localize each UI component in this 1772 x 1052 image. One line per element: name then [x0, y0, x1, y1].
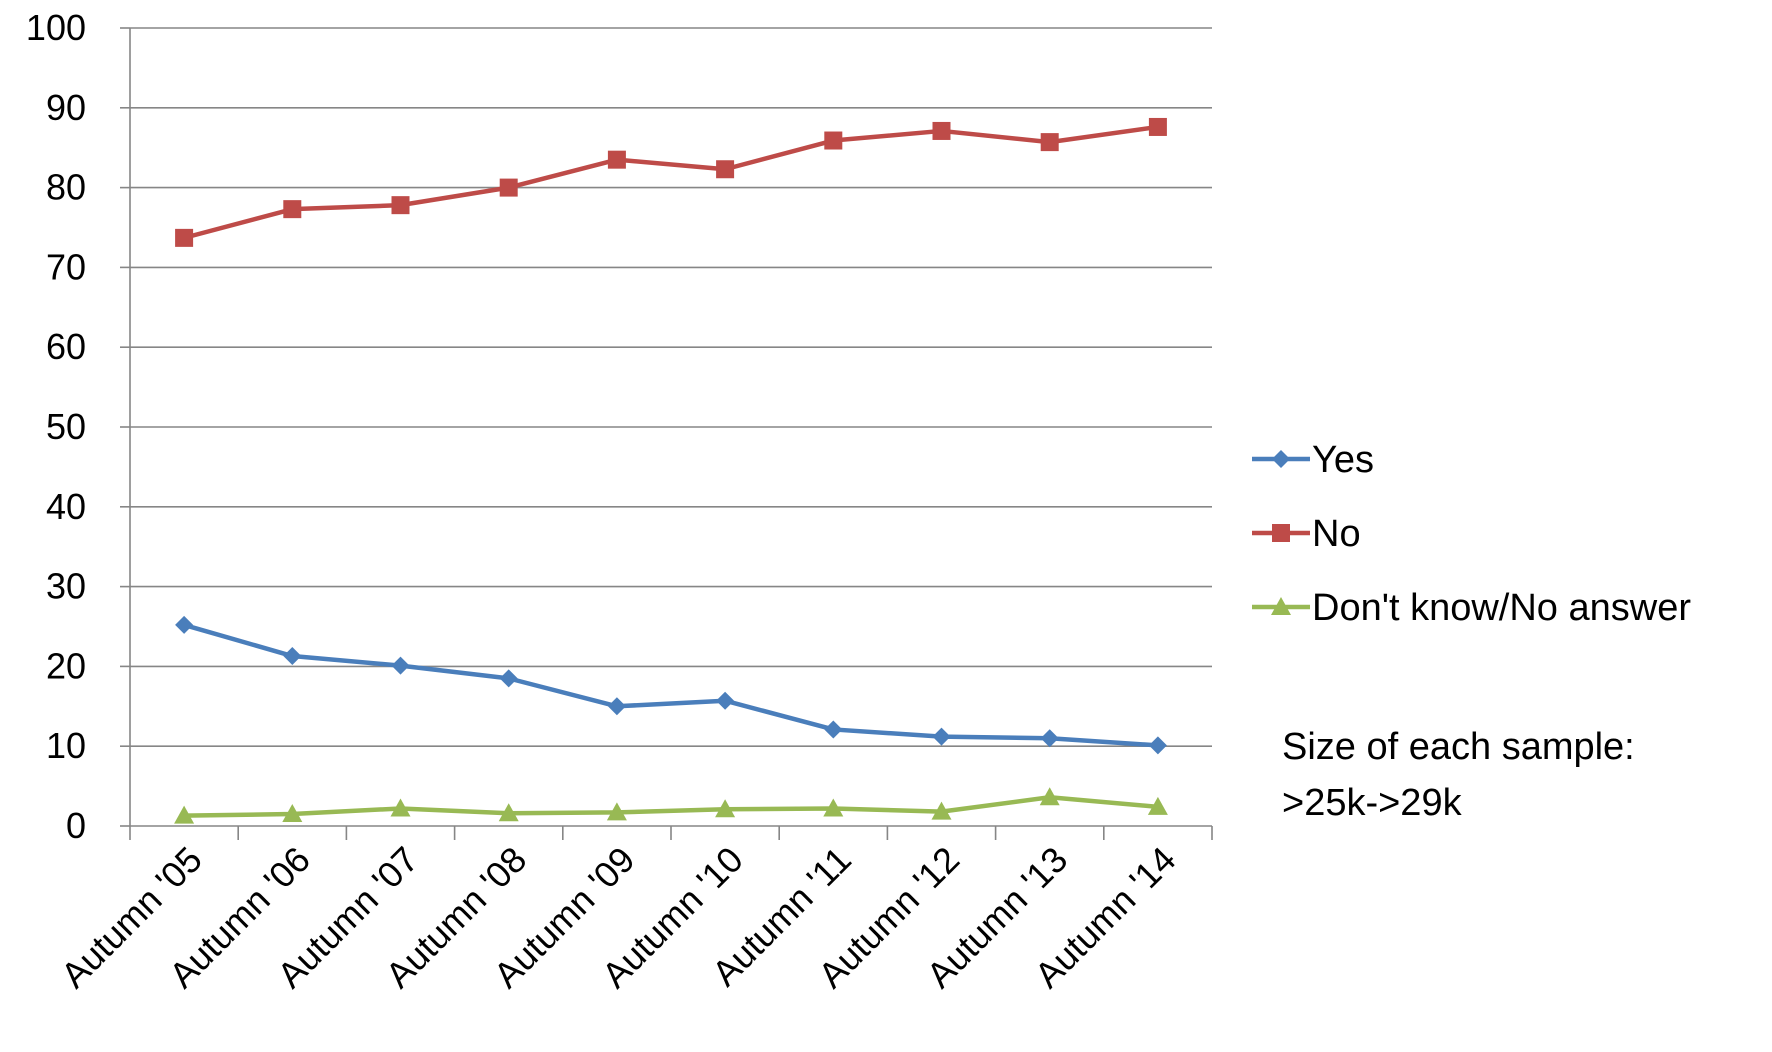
- series-line-don-t-know-no-answer: [181, 795, 1161, 818]
- sample-size-note-line2: >25k->29k: [1282, 782, 1463, 824]
- legend-swatch-marker: [1272, 450, 1290, 468]
- data-point-no-1: [283, 200, 302, 219]
- data-point-don-t-know-no-answer-6: [823, 798, 844, 817]
- series-yes: [175, 615, 1167, 755]
- legend: Yes No Don't know/No answer: [1252, 439, 1691, 629]
- data-point-yes-5: [716, 691, 735, 710]
- data-point-don-t-know-no-answer-4: [606, 802, 627, 821]
- data-point-don-t-know-no-answer-7: [931, 801, 952, 820]
- data-point-don-t-know-no-answer-3: [498, 803, 519, 822]
- data-point-yes-6: [824, 720, 843, 739]
- y-tick-label-80: 80: [46, 167, 86, 208]
- data-point-no-9: [1148, 117, 1167, 136]
- sample-size-note: Size of each sample: >25k->29k: [1282, 726, 1635, 824]
- y-axis-tick-labels: 0 10 20 30 40 50 60 70 80 90 100: [26, 7, 86, 846]
- data-point-don-t-know-no-answer-0: [174, 805, 195, 824]
- y-tick-label-100: 100: [26, 7, 86, 48]
- series-no: [175, 117, 1167, 247]
- data-point-yes-1: [283, 647, 302, 666]
- data-point-no-5: [716, 160, 735, 179]
- data-point-don-t-know-no-answer-8: [1039, 787, 1060, 806]
- series-don-t-know-no-answer: [174, 787, 1168, 824]
- gridlines: [130, 27, 1212, 748]
- y-tick-label-30: 30: [46, 566, 86, 607]
- y-tick-label-0: 0: [66, 805, 86, 846]
- legend-label-yes: Yes: [1312, 439, 1374, 481]
- y-tick-label-90: 90: [46, 87, 86, 128]
- legend-swatch-marker: [1272, 524, 1290, 542]
- sample-size-note-line1: Size of each sample:: [1282, 726, 1635, 768]
- y-tick-label-40: 40: [46, 486, 86, 527]
- y-tick-label-10: 10: [46, 725, 86, 766]
- data-point-don-t-know-no-answer-2: [390, 798, 411, 817]
- axes: [120, 27, 1213, 840]
- y-tick-label-60: 60: [46, 326, 86, 367]
- data-point-no-4: [607, 150, 626, 169]
- legend-item-don-t-know-no-answer: Don't know/No answer: [1252, 587, 1691, 629]
- y-tick-label-70: 70: [46, 246, 86, 287]
- data-point-don-t-know-no-answer-1: [282, 804, 303, 823]
- series-line-yes: [181, 622, 1161, 748]
- legend-item-no: No: [1252, 513, 1361, 555]
- series-lines: [174, 117, 1168, 824]
- data-point-no-8: [1040, 133, 1059, 152]
- data-point-yes-8: [1040, 729, 1059, 748]
- data-point-no-6: [824, 131, 843, 150]
- data-point-no-3: [499, 178, 518, 197]
- y-tick-label-50: 50: [46, 406, 86, 447]
- data-point-no-0: [175, 228, 194, 247]
- data-point-yes-3: [499, 669, 518, 688]
- data-point-don-t-know-no-answer-9: [1147, 796, 1168, 815]
- series-line-no: [181, 124, 1161, 241]
- legend-label-don-t-know-no-answer: Don't know/No answer: [1312, 587, 1691, 629]
- data-point-no-2: [391, 196, 410, 215]
- data-point-yes-7: [932, 727, 951, 746]
- data-point-don-t-know-no-answer-5: [715, 799, 736, 818]
- data-point-yes-0: [175, 615, 194, 634]
- legend-swatch-marker: [1271, 597, 1291, 615]
- legend-item-yes: Yes: [1252, 439, 1374, 481]
- data-point-yes-9: [1148, 736, 1167, 755]
- data-point-no-7: [932, 121, 951, 140]
- legend-label-no: No: [1312, 513, 1361, 555]
- data-point-yes-2: [391, 656, 410, 675]
- y-tick-label-20: 20: [46, 645, 86, 686]
- data-point-yes-4: [607, 697, 626, 716]
